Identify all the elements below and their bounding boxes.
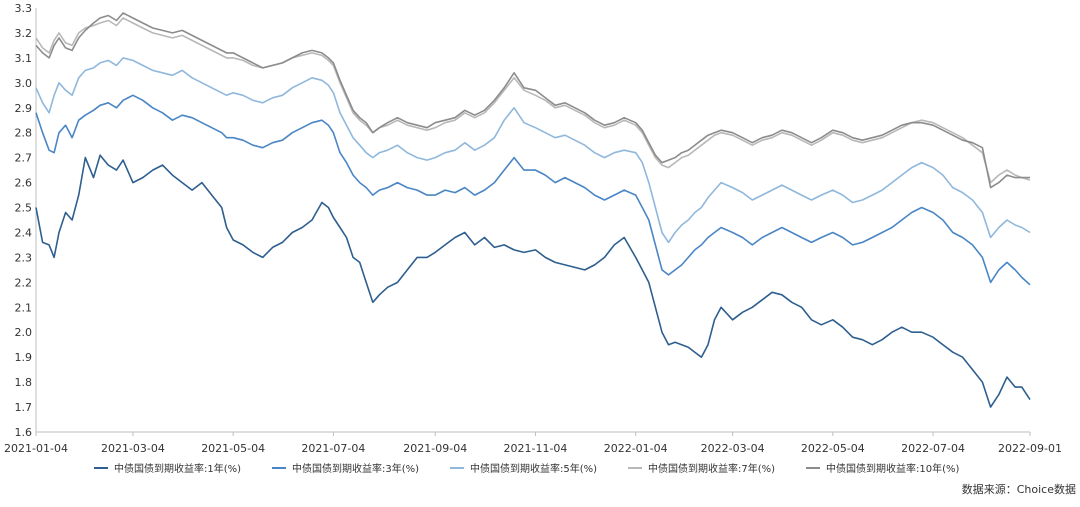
legend: 中债国债到期收益率:1年(%) 中债国债到期收益率:3年(%) 中债国债到期收益率:… xyxy=(94,462,959,475)
y-tick-label: 2.7 xyxy=(15,152,33,165)
y-tick-label: 2.5 xyxy=(15,202,33,215)
y-tick-label: 2.8 xyxy=(15,127,33,140)
x-tick-label: 2022-05-04 xyxy=(801,442,865,455)
legend-label-3: 中债国债到期收益率:7年(%) xyxy=(648,462,775,475)
x-tick-label: 2022-07-04 xyxy=(901,442,965,455)
y-tick-label: 2.2 xyxy=(15,276,33,289)
y-tick-label: 2.4 xyxy=(15,226,33,239)
series-line-0 xyxy=(35,154,1031,408)
series-lines xyxy=(35,12,1031,408)
x-tick-label: 2022-09-01 xyxy=(998,442,1062,455)
y-tick-label: 2.9 xyxy=(15,102,33,115)
legend-label-0: 中债国债到期收益率:1年(%) xyxy=(114,462,241,475)
x-tick-label: 2021-09-04 xyxy=(403,442,467,455)
x-tick-label: 2021-11-04 xyxy=(503,442,567,455)
y-tick-label: 1.8 xyxy=(15,376,33,389)
y-tick-label: 3.3 xyxy=(15,2,33,15)
y-tick-label: 1.6 xyxy=(15,426,33,439)
axes: 1.6 1.7 1.8 1.9 2.0 2.1 2.2 2.3 2.4 2.5 2.6 2.7 2.8 2… xyxy=(4,2,1062,455)
series-line-3 xyxy=(35,17,1031,184)
y-tick-label: 3.1 xyxy=(15,52,33,65)
y-tick-label: 3.0 xyxy=(15,77,33,90)
x-tick-label: 2022-01-04 xyxy=(604,442,668,455)
y-tick-label: 2.6 xyxy=(15,177,33,190)
series-line-1 xyxy=(35,94,1031,286)
x-tick-label: 2021-07-04 xyxy=(301,442,365,455)
legend-label-1: 中债国债到期收益率:3年(%) xyxy=(292,462,419,475)
y-tick-label: 2.3 xyxy=(15,251,33,264)
x-tick-label: 2021-05-04 xyxy=(201,442,265,455)
y-tick-label: 2.0 xyxy=(15,326,33,339)
data-source-label: 数据来源：Choice数据 xyxy=(962,482,1076,496)
series-line-2 xyxy=(35,57,1031,244)
y-tick-label: 3.2 xyxy=(15,27,33,40)
x-tick-label: 2022-03-04 xyxy=(701,442,765,455)
y-tick-label: 1.7 xyxy=(15,401,33,414)
legend-label-4: 中债国债到期收益率:10年(%) xyxy=(826,462,959,475)
y-tick-label: 1.9 xyxy=(15,351,33,364)
x-tick-label: 2021-03-04 xyxy=(101,442,165,455)
x-tick-label: 2021-01-04 xyxy=(4,442,68,455)
series-line-4 xyxy=(35,12,1030,189)
y-tick-label: 2.1 xyxy=(15,301,33,314)
legend-label-2: 中债国债到期收益率:5年(%) xyxy=(470,462,597,475)
